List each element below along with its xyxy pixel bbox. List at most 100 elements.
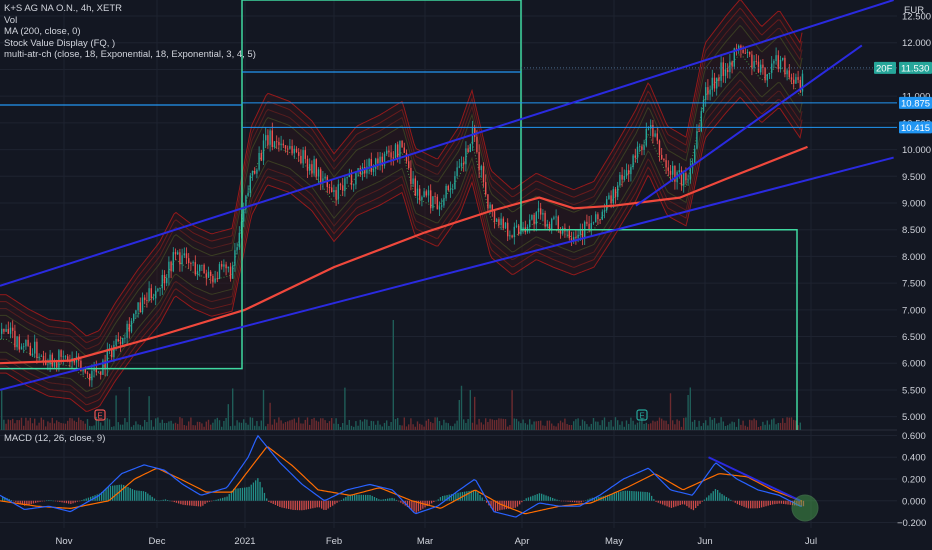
macd-histogram-bar — [578, 500, 580, 503]
macd-histogram-bar — [785, 500, 787, 505]
volume-bar — [537, 420, 540, 430]
macd-histogram-bar — [409, 500, 411, 509]
macd-histogram-bar — [637, 491, 640, 501]
macd-histogram-bar — [772, 500, 774, 505]
volume-bar — [639, 421, 641, 430]
candle-body — [122, 337, 124, 345]
macd-histogram-bar — [376, 498, 378, 501]
macd-histogram-bar — [734, 500, 736, 503]
macd-histogram-bar — [446, 495, 448, 501]
macd-histogram-bar — [171, 500, 173, 502]
macd-histogram-bar — [499, 500, 501, 511]
macd-histogram-bar — [274, 500, 277, 505]
legend-symbol[interactable]: K+S AG NA O.N., 4h, XETR — [4, 3, 123, 14]
candle-body — [467, 148, 469, 153]
macd-histogram-bar — [620, 491, 622, 501]
volume-bar — [529, 419, 531, 430]
macd-histogram-bar — [545, 495, 547, 501]
volume-bar — [262, 390, 265, 430]
candle-body — [190, 263, 192, 264]
legend-ma[interactable]: MA (200, close, 0) — [4, 26, 81, 37]
volume-bar — [245, 422, 247, 430]
legend-multi-atr-ch[interactable]: multi-atr-ch (close, 18, Exponential, 18… — [4, 49, 256, 60]
volume-bar — [115, 395, 117, 430]
candle-body — [579, 229, 581, 235]
volume-bar — [62, 423, 64, 430]
candle-body — [199, 265, 201, 272]
macd-histogram-bar — [230, 490, 233, 501]
candle-body — [84, 369, 86, 373]
candle-body — [720, 62, 722, 81]
candle-body — [18, 336, 20, 350]
volume-bar — [135, 421, 137, 430]
macd-histogram-bar — [354, 494, 356, 501]
candle-body — [137, 302, 139, 311]
candle-body — [159, 288, 161, 290]
volume-bar — [372, 421, 375, 430]
volume-bar — [265, 426, 267, 430]
volume-bar — [746, 426, 749, 430]
volume-bar — [408, 424, 410, 430]
candle-body — [793, 79, 795, 84]
candle-body — [194, 262, 196, 275]
legend-volume[interactable]: Vol — [4, 14, 18, 26]
volume-bar — [317, 421, 320, 430]
candle-body — [718, 77, 720, 81]
macd-histogram-bar — [182, 500, 184, 505]
macd-trendline — [708, 456, 801, 502]
candle-body — [179, 252, 181, 265]
time-tick-label: Apr — [515, 536, 530, 547]
macd-histogram-bar — [769, 500, 772, 506]
time-tick-label: May — [605, 536, 623, 547]
volume-bar — [623, 426, 625, 430]
volume-bar — [601, 420, 603, 430]
macd-histogram-bar — [79, 500, 81, 502]
macd-histogram-bar — [739, 500, 741, 506]
candle-body — [381, 156, 383, 166]
candle-body — [421, 197, 423, 200]
volume-bar — [166, 422, 168, 430]
volume-bar — [652, 420, 654, 430]
candle-body — [333, 190, 335, 193]
volume-bar — [496, 419, 498, 430]
candle-body — [1, 328, 3, 334]
volume-bar — [225, 418, 227, 430]
macd-histogram-bar — [780, 500, 783, 504]
legend-stock-value-display[interactable]: Stock Value Display (FQ, ) — [4, 37, 116, 49]
candle-body — [139, 302, 141, 313]
candle-body — [612, 189, 614, 204]
candle-body — [614, 189, 617, 197]
macd-histogram-bar — [244, 487, 246, 501]
macd-histogram-bar — [191, 500, 193, 506]
macd-histogram-bar — [767, 500, 769, 506]
candle-body — [16, 336, 18, 348]
volume-bar — [9, 420, 12, 430]
macd-tick-label: 0.400 — [902, 453, 926, 464]
time-tick-label: Jun — [697, 536, 712, 547]
macd-histogram-bar — [226, 496, 228, 501]
macd-legend[interactable]: MACD (12, 26, close, 9) — [4, 433, 106, 444]
candle-body — [513, 226, 515, 238]
candle-body — [661, 154, 663, 159]
macd-histogram-bar — [754, 500, 756, 509]
macd-histogram-bar — [13, 500, 15, 502]
macd-histogram-bar — [263, 492, 266, 501]
macd-histogram-bar — [618, 492, 620, 501]
volume-bar — [148, 396, 150, 430]
volume-bar — [793, 419, 795, 430]
macd-histogram-bar — [197, 500, 200, 507]
volume-bar — [311, 419, 313, 430]
volume-bar — [445, 422, 447, 430]
volume-bar — [282, 423, 284, 430]
candle-body — [111, 348, 113, 358]
volume-bar — [654, 421, 656, 430]
macd-histogram-bar — [164, 499, 167, 501]
volume-bar — [641, 418, 643, 430]
macd-histogram-bar — [281, 500, 283, 508]
macd-histogram-bar — [277, 500, 279, 506]
volume-bar — [779, 422, 782, 430]
volume-bar — [196, 421, 199, 430]
macd-histogram-bar — [347, 495, 349, 501]
macd-histogram-bar — [497, 500, 499, 511]
